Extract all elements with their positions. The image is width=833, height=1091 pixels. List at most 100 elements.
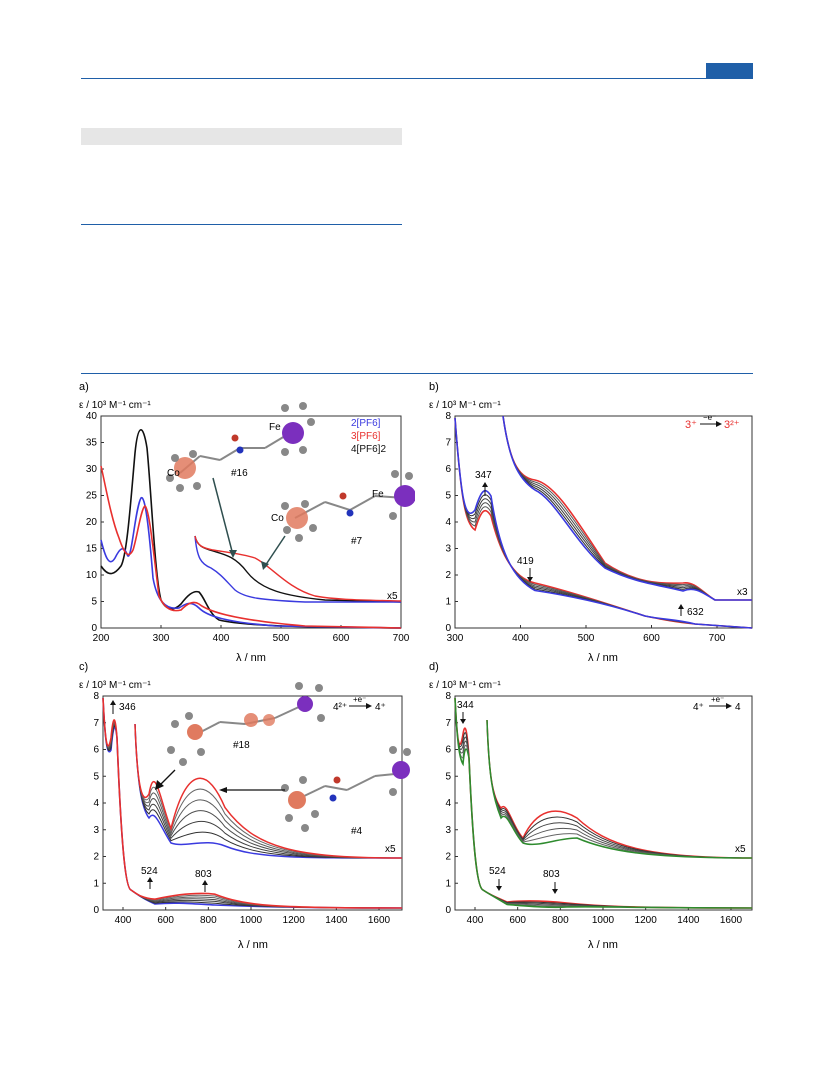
panel-d-frame: [454, 695, 753, 911]
c-x5-2: [134, 723, 403, 859]
a-curve-red: [100, 465, 402, 629]
arrow-344-head: [460, 719, 466, 724]
reaction-b-left: 3⁺: [685, 419, 697, 431]
label-co-2: Co: [271, 513, 284, 524]
ytick-4: 4: [445, 798, 451, 809]
panel-b-mult: x3: [737, 587, 748, 598]
label-4: #4: [351, 826, 363, 837]
arrow-632-head: [678, 604, 684, 609]
ytick-7: 7: [93, 718, 99, 729]
d-x5-1: [486, 719, 753, 859]
b-curve-4: [454, 417, 753, 629]
ytick-2: 10: [86, 570, 98, 581]
d-x5-5: [486, 719, 753, 859]
panel-a-mult: x5: [387, 591, 398, 602]
xtick-2: 800: [200, 915, 217, 926]
ytick-5: 5: [93, 771, 99, 782]
reaction-d-top: +e⁻: [711, 695, 724, 704]
xtick-0: 200: [93, 633, 110, 644]
xtick-4: 600: [333, 633, 350, 644]
ytick-1: 1: [445, 878, 451, 889]
label-18: #18: [233, 740, 250, 751]
ytick-5: 5: [445, 491, 451, 502]
panel-d-ylabel: ε / 10³ M⁻¹ cm⁻¹: [429, 680, 501, 691]
figure-rule: [81, 373, 753, 374]
ytick-3: 3: [93, 825, 99, 836]
a-x5-black: [194, 535, 402, 603]
panel-a-ylabel: ε / 10³ M⁻¹ cm⁻¹: [79, 400, 151, 411]
b-curve-3: [454, 417, 753, 629]
reaction-c-right: 4⁺: [375, 702, 386, 713]
label-fe-2: Fe: [372, 489, 384, 500]
arrow-524-c-head: [147, 877, 153, 882]
c-x5-5: [134, 723, 403, 859]
c-curve-6: [102, 697, 403, 909]
ytick-8: 8: [93, 691, 99, 702]
xtick-4: 700: [709, 633, 726, 644]
b-x3-0: [502, 415, 752, 601]
arrow-4-head: [219, 787, 227, 793]
ytick-2: 2: [93, 852, 99, 863]
b-curve-0: [454, 417, 753, 629]
xtick-5: 1400: [677, 915, 700, 926]
xtick-5: 1400: [325, 915, 348, 926]
panel-a: a) ε / 10³ M⁻¹ cm⁻¹ 0 5 10 15 20 25 30 35 40 200…: [79, 381, 415, 664]
panel-c-mult: x5: [385, 844, 396, 855]
b-x3-4: [502, 415, 752, 601]
annot-803-d: 803: [543, 869, 560, 880]
d-x5-4: [486, 719, 753, 859]
annot-632: 632: [687, 607, 704, 618]
ytick-8: 40: [86, 411, 98, 422]
c-x5-3: [134, 723, 403, 859]
xtick-3: 600: [643, 633, 660, 644]
d-x5-0: [486, 719, 753, 859]
arrow-803-d-head: [552, 889, 558, 894]
panel-c-xlabel: λ / nm: [238, 939, 268, 951]
panel-d-yticks: 0 1 2 3 4 5 6 7 8: [445, 691, 458, 916]
ytick-5: 25: [86, 491, 98, 502]
column-rule: [81, 224, 402, 225]
xtick-0: 400: [467, 915, 484, 926]
xtick-0: 400: [115, 915, 132, 926]
panel-b-yticks: 0 1 2 3 4 5 6 7 8: [445, 411, 458, 634]
arrow-16-head: [229, 550, 237, 558]
a-x5-red: [194, 535, 402, 602]
panel-d-mult: x5: [735, 844, 746, 855]
ytick-7: 35: [86, 438, 98, 449]
panel-d: d) ε / 10³ M⁻¹ cm⁻¹ 0 1 2 3 4 5 6 7 8 400 600 800 1…: [429, 661, 753, 951]
arrow-347-head: [482, 482, 488, 487]
annot-346: 346: [119, 702, 136, 713]
b-curve-1: [454, 417, 753, 629]
b-x3-1: [502, 415, 752, 601]
reaction-d-right: 4: [735, 702, 741, 713]
ytick-7: 7: [445, 438, 451, 449]
panel-c-curves: [102, 697, 403, 909]
ytick-6: 6: [445, 745, 451, 756]
reaction-d-arrowhead: [726, 703, 732, 709]
reaction-b-right: 3²⁺: [724, 419, 740, 431]
panel-b-xticks: 300 400 500 600 700: [447, 625, 726, 644]
panel-c-yticks: 0 1 2 3 4 5 6 7 8: [93, 691, 106, 916]
annot-344: 344: [457, 700, 474, 711]
panel-b: b) ε / 10³ M⁻¹ cm⁻¹ 0 1 2 3 4 5 6 7 8 300 400 500 6…: [429, 381, 753, 664]
header-badge: [706, 63, 753, 78]
ytick-8: 8: [445, 411, 451, 422]
xtick-5: 700: [393, 633, 410, 644]
annot-803-c: 803: [195, 869, 212, 880]
reaction-c-arrowhead: [366, 703, 372, 709]
ytick-3: 15: [86, 544, 98, 555]
ytick-6: 30: [86, 464, 98, 475]
arrow-524-d-head: [496, 886, 502, 891]
ytick-1: 1: [93, 878, 99, 889]
xtick-6: 1600: [720, 915, 743, 926]
ytick-3: 3: [445, 544, 451, 555]
xtick-6: 1600: [368, 915, 391, 926]
label-7: #7: [351, 536, 363, 547]
panel-b-xlabel: λ / nm: [588, 652, 618, 664]
a-curve-black: [100, 429, 402, 629]
a-curve-blue: [100, 497, 402, 629]
arrow-18: [158, 769, 176, 787]
panel-d-xlabel: λ / nm: [588, 939, 618, 951]
a-x5-blue: [194, 535, 401, 603]
panel-d-letter: d): [429, 661, 439, 673]
